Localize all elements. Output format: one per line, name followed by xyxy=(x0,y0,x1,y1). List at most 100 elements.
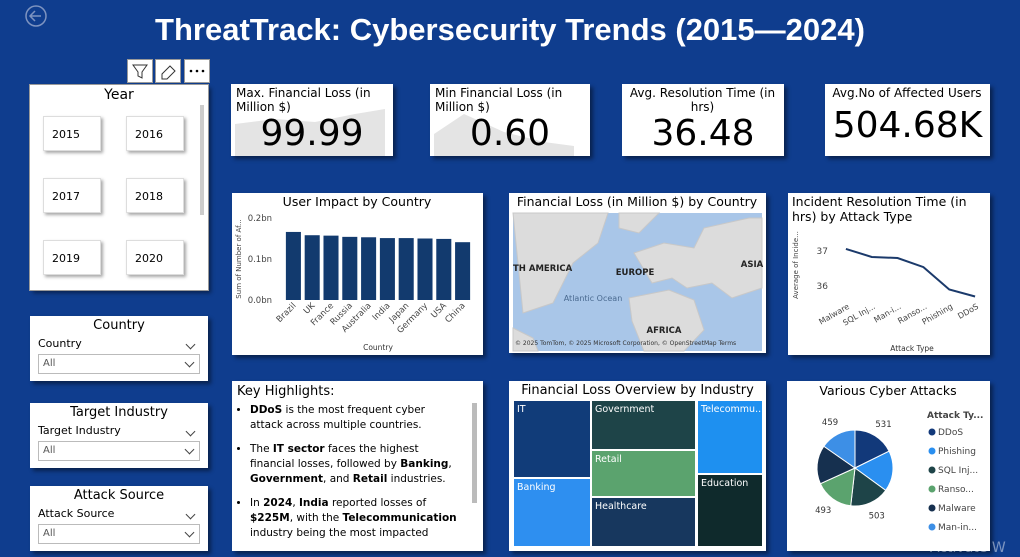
legend-marker xyxy=(928,523,936,531)
year-option[interactable]: 2019 xyxy=(43,240,101,275)
data-label: 503 xyxy=(869,512,885,522)
sparkline-bg xyxy=(434,114,574,156)
filter-label: Target Industry xyxy=(38,424,200,437)
kpi-value: 0.60 xyxy=(469,113,551,154)
land xyxy=(512,327,539,352)
kpi-label: Avg.No of Affected Users xyxy=(832,86,982,100)
slicer-title: Target Industry xyxy=(70,405,168,420)
dropdown[interactable]: All xyxy=(38,441,200,461)
highlight-text: Banking xyxy=(400,458,449,470)
highlight-text: industry being the most impacted xyxy=(250,527,429,539)
highlights-list: DDoS is the most frequent cyber attack a… xyxy=(232,403,474,541)
sparkline-area xyxy=(434,114,574,156)
highlight-text: In xyxy=(250,497,264,509)
year-option[interactable]: 2017 xyxy=(43,178,101,213)
bar xyxy=(361,237,377,300)
map-label: EUROPE xyxy=(616,268,655,278)
pie-chart-card: Various Cyber Attacks 531 503 493 459 Attack … xyxy=(787,381,990,551)
bar xyxy=(398,238,414,300)
highlight-text: , with the xyxy=(289,512,343,524)
dropdown-value: All xyxy=(43,358,56,369)
chart: User Impact by Country 0.0bn 0.1bn 0.2bn Sum… xyxy=(235,194,471,352)
back-button[interactable] xyxy=(24,4,48,28)
year-option[interactable]: 2018 xyxy=(126,178,184,213)
chart-title: Incident Resolution Time (in hrs) by Att… xyxy=(792,194,967,224)
kpi-label: Max. Financial Loss (in Million $) xyxy=(236,86,371,114)
land xyxy=(628,289,705,352)
x-axis-label: Attack Type xyxy=(890,344,934,353)
data-label: 459 xyxy=(822,418,838,428)
legend-label: Phishing xyxy=(938,447,976,457)
sparkline-bg xyxy=(235,109,385,156)
highlights-card: Key Highlights: DDoS is the most frequen… xyxy=(232,381,483,551)
chevron xyxy=(184,357,195,368)
treemap-tile[interactable]: Government xyxy=(592,401,695,449)
legend-marker xyxy=(928,485,936,493)
treemap-card: Financial Loss Overview by Industry IT Gov… xyxy=(509,381,766,551)
chart-title: Various Cyber Attacks xyxy=(819,383,956,398)
highlight-text: Telecommunication xyxy=(342,512,457,524)
highlight-text: Retail xyxy=(352,473,388,485)
dropdown[interactable]: All xyxy=(38,524,200,544)
map-card: Financial Loss (in Million $) by Country… xyxy=(509,193,766,353)
chevron xyxy=(185,339,196,350)
treemap-tile[interactable]: IT xyxy=(514,401,590,477)
filter-label-text: Country xyxy=(38,337,82,350)
filter-slicer: Attack Source Attack Source All xyxy=(30,486,208,551)
chevron xyxy=(185,509,196,520)
y-tick-label: 0.2bn xyxy=(248,214,272,224)
kpi-card: Avg. Resolution Time (in hrs) 36.48 xyxy=(622,84,784,156)
year-option[interactable]: 2020 xyxy=(126,240,184,275)
treemap-tile[interactable]: Healthcare xyxy=(592,498,695,546)
line-chart-card: Incident Resolution Time (in hrs) by Att… xyxy=(788,193,990,355)
dropdown-value: All xyxy=(43,445,56,456)
scrollbar xyxy=(472,403,477,503)
filter-slicer: Country Country All xyxy=(30,316,208,381)
highlight-text: IT sector xyxy=(272,443,325,455)
bar xyxy=(342,236,358,300)
legend-label: Man-in... xyxy=(938,523,977,533)
highlight-text: , xyxy=(292,497,300,509)
chevron xyxy=(184,527,195,538)
land xyxy=(633,217,763,299)
legend-label: SQL Inj... xyxy=(938,466,978,476)
legend-label: DDoS xyxy=(938,428,963,438)
treemap-tile[interactable]: Education xyxy=(698,475,762,546)
dropdown[interactable]: All xyxy=(38,354,200,374)
highlight-text: 2024 xyxy=(263,497,293,509)
y-tick-label: 36 xyxy=(817,282,829,292)
bar xyxy=(323,235,339,300)
legend-label: Ranso... xyxy=(938,485,974,495)
bar xyxy=(455,242,471,300)
data-label: 493 xyxy=(815,506,831,516)
highlight-text: is the most frequent cyber attack across… xyxy=(250,404,425,431)
y-tick-label: 0.0bn xyxy=(248,296,272,306)
kpi-card: Avg.No of Affected Users 504.68K xyxy=(825,84,990,156)
legend-marker xyxy=(928,428,936,436)
pie-slice xyxy=(854,450,894,492)
year-option[interactable]: 2016 xyxy=(126,116,184,151)
filter-slicer: Target Industry Target Industry All xyxy=(30,403,208,468)
highlight-text: faces the highest financial losses, foll… xyxy=(250,443,419,470)
year-slicer: Year 2015 2016 2017 2018 2019 2020 xyxy=(29,84,209,291)
x-axis-label: Country xyxy=(363,343,393,352)
dropdown-value: All xyxy=(43,528,56,539)
slicer-title: Attack Source xyxy=(73,488,165,503)
highlight-text: , xyxy=(448,458,452,470)
x-tick-label: Brazil xyxy=(275,301,299,325)
year-option[interactable]: 2015 xyxy=(43,116,101,151)
map-label: AFRICA xyxy=(647,326,682,336)
pie-slice xyxy=(823,429,856,469)
treemap-tile[interactable]: Retail xyxy=(592,451,695,496)
kpi-value: 504.68K xyxy=(832,105,983,146)
map-title: Financial Loss (in Million $) by Country xyxy=(517,194,758,209)
treemap-tile[interactable]: Telecommu... xyxy=(698,401,764,473)
visual-toolbar xyxy=(127,59,210,83)
kpi-label: Min Financial Loss (in Million $) xyxy=(435,86,563,114)
treemap-tile[interactable]: Banking xyxy=(514,479,590,546)
land xyxy=(618,212,661,234)
highlight-text: DDoS xyxy=(250,404,283,416)
highlight-item: The IT sector faces the highest financia… xyxy=(250,442,460,487)
sparkline-area xyxy=(235,109,385,156)
kpi-value: 36.48 xyxy=(651,113,755,154)
